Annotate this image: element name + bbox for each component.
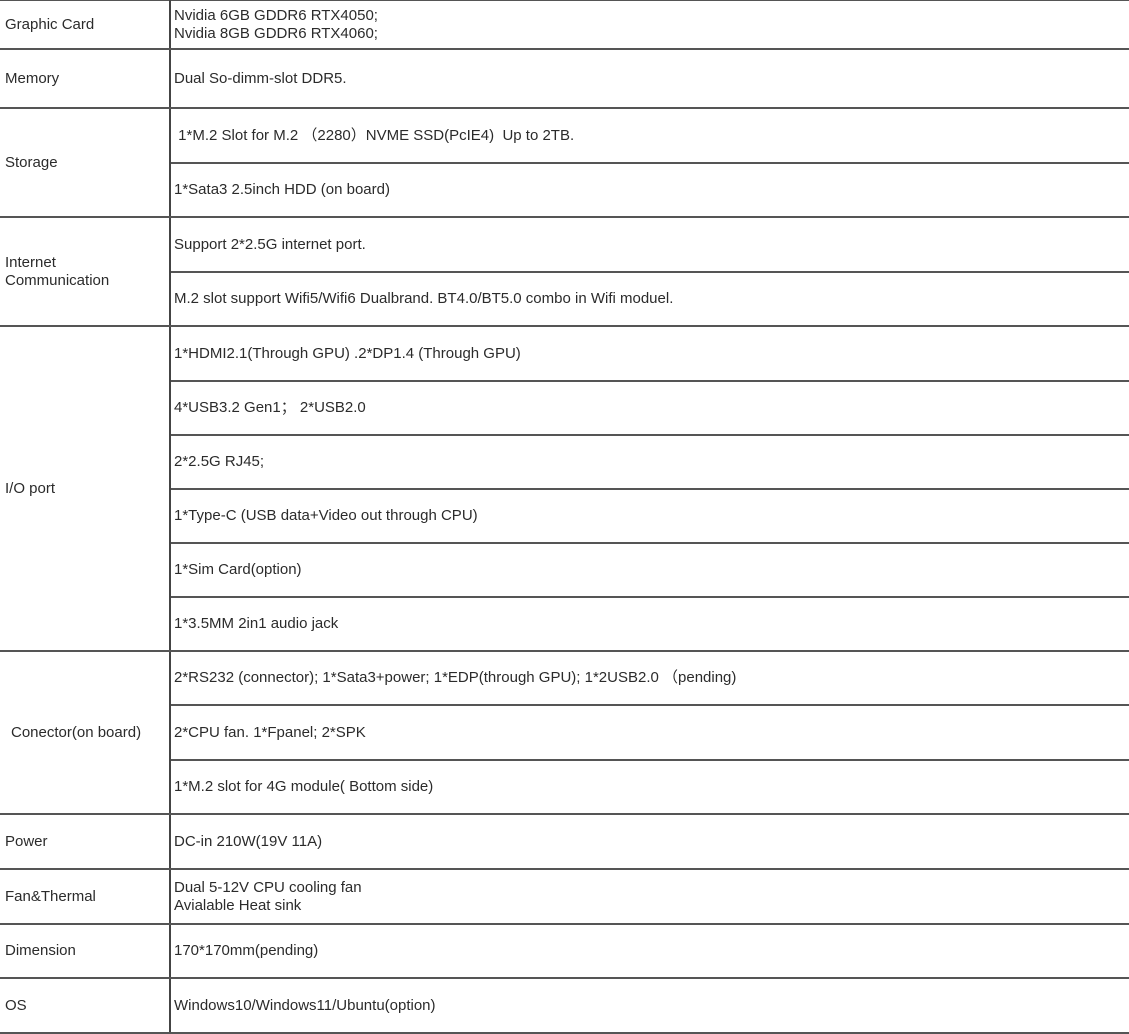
row-label: OS [0,977,171,1034]
table-row: Dimension 170*170mm(pending) [0,923,1129,979]
row-value: 2*2.5G RJ45; [170,434,1129,490]
row-label: Power [0,813,171,870]
table-row: Internet Communication Support 2*2.5G in… [0,216,1129,327]
row-label: Dimension [0,923,171,979]
row-value: 1*M.2 Slot for M.2 （2280）NVME SSD(PcIE4)… [170,107,1129,164]
row-label: Storage [0,107,171,218]
table-row: Fan&Thermal Dual 5-12V CPU cooling fan A… [0,868,1129,925]
row-value: 1*3.5MM 2in1 audio jack [170,596,1129,652]
row-value: M.2 slot support Wifi5/Wifi6 Dualbrand. … [170,271,1129,327]
table-row: 1*M.2 slot for 4G module( Bottom side) [0,759,1129,815]
row-label: Memory [0,48,171,109]
row-value: 2*CPU fan. 1*Fpanel; 2*SPK [170,704,1129,761]
row-value: DC-in 210W(19V 11A) [170,813,1129,870]
table-row: 1*Sata3 2.5inch HDD (on board) [0,162,1129,218]
row-label: Graphic Card [0,0,171,50]
row-value: 1*Type-C (USB data+Video out through CPU… [170,488,1129,544]
row-label: I/O port [0,325,171,652]
row-value: Support 2*2.5G internet port. [170,216,1129,273]
table-row: 2*2.5G RJ45; [0,434,1129,490]
table-row: 4*USB3.2 Gen1； 2*USB2.0 [0,380,1129,436]
row-value: 2*RS232 (connector); 1*Sata3+power; 1*ED… [170,650,1129,706]
table-row: 1*3.5MM 2in1 audio jack [0,596,1129,652]
row-value: 4*USB3.2 Gen1； 2*USB2.0 [170,380,1129,436]
row-value: 1*HDMI2.1(Through GPU) .2*DP1.4 (Through… [170,325,1129,382]
row-value: 1*Sim Card(option) [170,542,1129,598]
table-row: OS Windows10/Windows11/Ubuntu(option) [0,977,1129,1034]
table-row: I/O port 1*HDMI2.1(Through GPU) .2*DP1.4… [0,325,1129,652]
table-row: Memory Dual So-dimm-slot DDR5. [0,48,1129,109]
table-row: 2*CPU fan. 1*Fpanel; 2*SPK [0,704,1129,761]
row-value: 170*170mm(pending) [170,923,1129,979]
table-row: M.2 slot support Wifi5/Wifi6 Dualbrand. … [0,271,1129,327]
table-row: Graphic Card Nvidia 6GB GDDR6 RTX4050; N… [0,0,1129,50]
row-value: Dual 5-12V CPU cooling fan Avialable Hea… [170,868,1129,925]
row-value: Windows10/Windows11/Ubuntu(option) [170,977,1129,1034]
row-value: Nvidia 6GB GDDR6 RTX4050; Nvidia 8GB GDD… [170,0,1129,50]
row-label: Internet Communication [0,216,171,327]
table-row: Power DC-in 210W(19V 11A) [0,813,1129,870]
table-row: 1*Sim Card(option) [0,542,1129,598]
row-label: Fan&Thermal [0,868,171,925]
row-value: 1*M.2 slot for 4G module( Bottom side) [170,759,1129,815]
row-value: 1*Sata3 2.5inch HDD (on board) [170,162,1129,218]
row-label: Conector(on board) [0,650,171,815]
table-row: 1*Type-C (USB data+Video out through CPU… [0,488,1129,544]
row-value: Dual So-dimm-slot DDR5. [170,48,1129,109]
table-row: Conector(on board) 2*RS232 (connector); … [0,650,1129,815]
table-row: Storage 1*M.2 Slot for M.2 （2280）NVME SS… [0,107,1129,218]
